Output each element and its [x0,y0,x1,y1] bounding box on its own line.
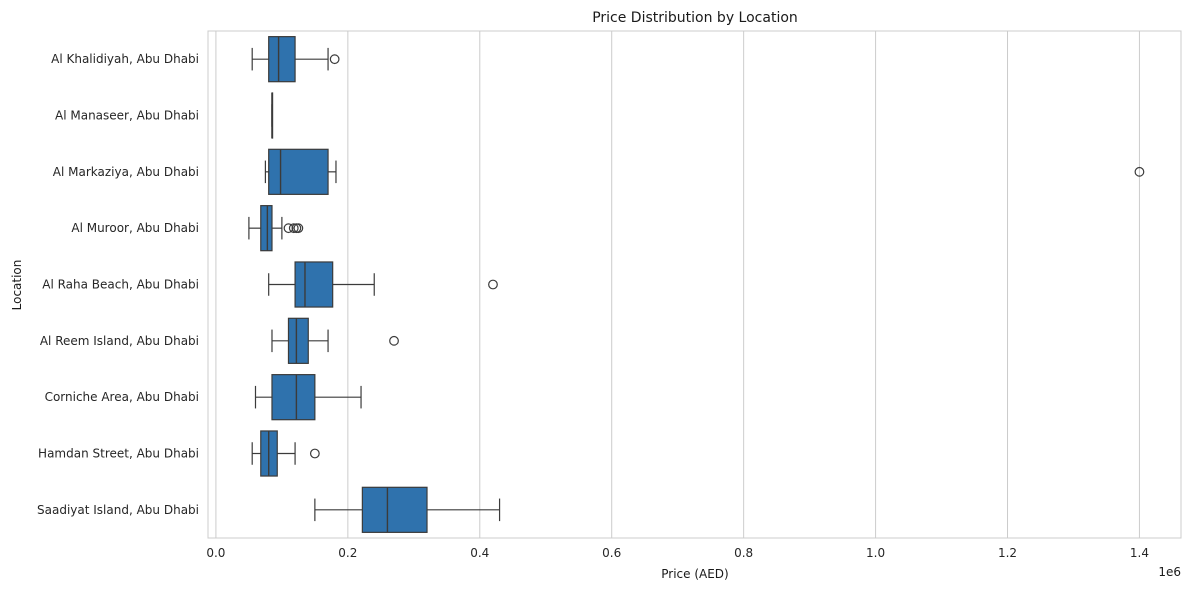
y-tick-label: Hamdan Street, Abu Dhabi [38,447,199,461]
outlier-point [293,223,304,234]
box-group [271,317,399,364]
box-group [268,261,498,308]
box-group [251,430,320,477]
y-tick-label: Al Markaziya, Abu Dhabi [53,165,199,179]
box-plot-series [248,36,1145,533]
y-axis-ticks: Al Khalidiyah, Abu Dhabi Al Manaseer, Abu… [37,52,199,517]
x-tick-label: 0.8 [734,546,753,560]
outlier-point [1134,166,1145,177]
y-tick-label: Corniche Area, Abu Dhabi [45,390,199,404]
outlier-point [309,448,320,459]
x-axis-ticks: 0.0 0.2 0.4 0.6 0.8 1.0 1.2 1.4 [206,546,1149,560]
box-group [314,486,501,533]
outlier-point [283,223,294,234]
x-tick-label: 0.0 [206,546,225,560]
box-group [254,374,362,421]
y-tick-label: Al Khalidiyah, Abu Dhabi [51,52,199,66]
x-tick-label: 1.4 [1130,546,1149,560]
box-group [251,36,340,83]
y-tick-label: Al Raha Beach, Abu Dhabi [42,278,199,292]
iqr-box [260,205,273,252]
y-tick-label: Al Muroor, Abu Dhabi [71,221,199,235]
iqr-box [271,374,316,421]
outlier-point [488,279,498,290]
iqr-box [268,36,296,83]
y-tick-label: Al Manaseer, Abu Dhabi [55,109,199,123]
plot-frame [207,30,1182,539]
y-axis-label: Location [10,260,24,311]
iqr-box [268,148,329,195]
x-axis-label: Price (AED) [661,567,728,581]
box-group [248,205,304,252]
x-gridlines [215,31,1140,538]
x-tick-label: 1.0 [866,546,885,560]
x-tick-label: 1.2 [998,546,1017,560]
x-tick-label: 0.6 [602,546,621,560]
chart-title: Price Distribution by Location [592,10,798,26]
y-tick-label: Saadiyat Island, Abu Dhabi [37,503,199,517]
y-tick-label: Al Reem Island, Abu Dhabi [40,334,199,348]
iqr-box [361,486,428,533]
x-tick-label: 0.4 [470,546,489,560]
outlier-point [288,223,299,234]
box-group [264,148,1145,195]
iqr-box [294,261,334,308]
x-axis-offset-label: 1e6 [1158,565,1181,579]
x-tick-label: 0.2 [338,546,357,560]
iqr-box [287,317,309,364]
outlier-point [389,335,399,346]
box-group [271,92,274,139]
outlier-point [329,54,340,65]
